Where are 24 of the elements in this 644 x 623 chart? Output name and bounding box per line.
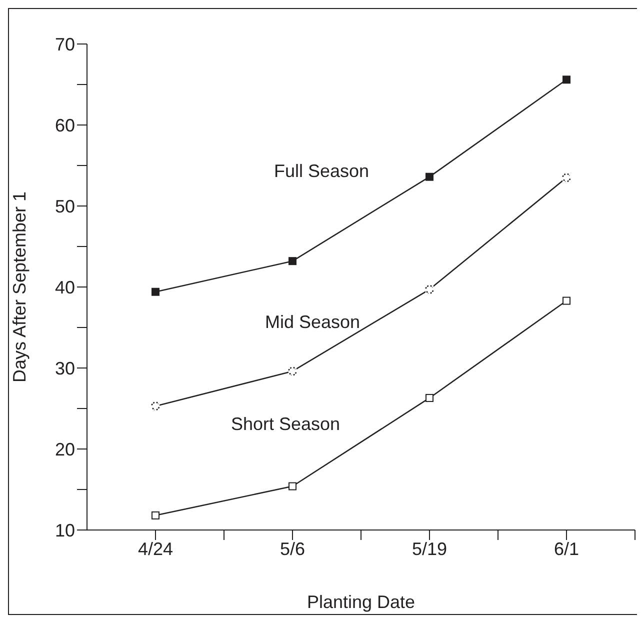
series-label: Full Season (274, 160, 370, 181)
y-tick-label: 30 (54, 358, 75, 378)
point (426, 172, 434, 181)
point (562, 296, 570, 305)
y-tick-label: 10 (54, 520, 75, 540)
series-label: Mid Season (264, 312, 360, 332)
x-tick-label: 5/19 (412, 538, 448, 559)
y-tick-label: 40 (54, 277, 75, 298)
y-tick-label: 70 (54, 34, 75, 54)
x-tick-label: 4/24 (138, 538, 174, 559)
y-tick-label: 60 (54, 115, 75, 136)
x-tick-label: 6/1 (554, 538, 580, 559)
y-tick-label: 20 (54, 439, 75, 460)
y-tick-label: 50 (54, 196, 75, 216)
y-axis-title: Days After September 1 (9, 191, 30, 383)
point (562, 76, 570, 84)
point (288, 257, 296, 266)
x-tick-label: 5/6 (280, 538, 306, 559)
point (288, 482, 296, 490)
point (426, 394, 434, 402)
point (152, 288, 160, 296)
point (152, 511, 160, 520)
series-label: Short Season (230, 414, 340, 434)
x-axis-title: Planting Date (306, 592, 416, 612)
